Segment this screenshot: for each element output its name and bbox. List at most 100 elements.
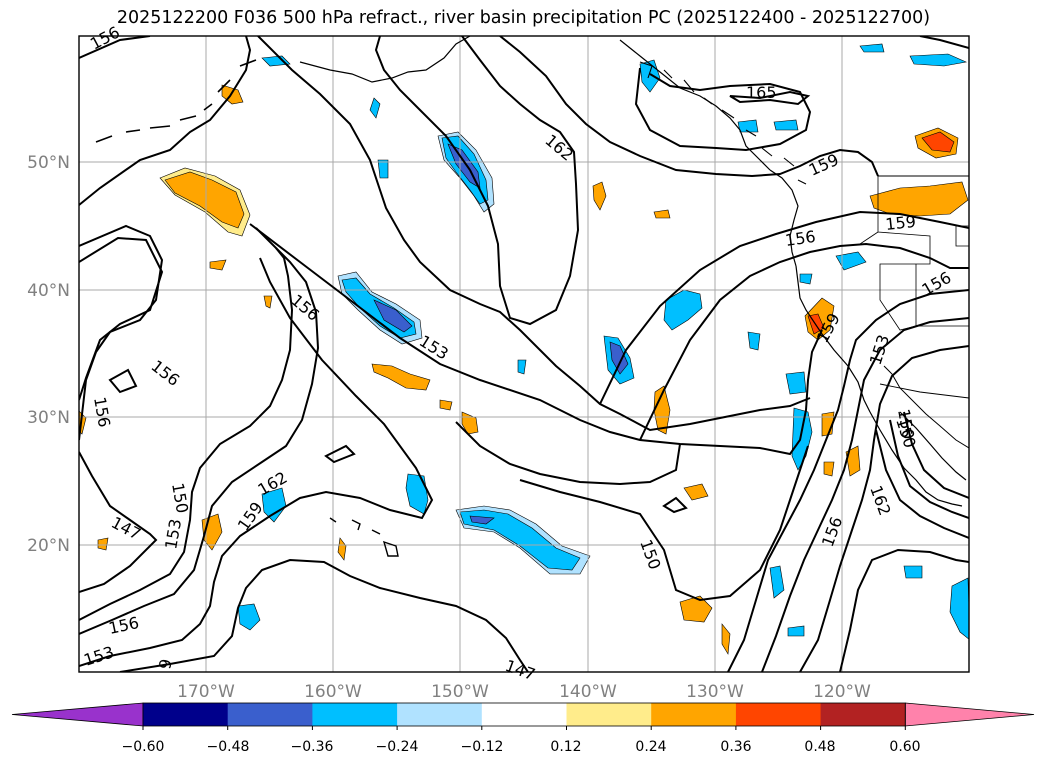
precip-blob-pos xyxy=(209,259,227,271)
contour-line xyxy=(119,558,529,672)
contour-line xyxy=(727,289,969,672)
colorbar-tick: 0.60 xyxy=(889,739,920,755)
lon-label-140w: 140°W xyxy=(559,682,617,702)
contour-line xyxy=(79,451,158,593)
precip-blob-pos xyxy=(679,595,713,623)
precip-blob-neg xyxy=(769,565,785,599)
latitude-labels: 50°N 40°N 30°N 20°N xyxy=(27,153,70,556)
colorbar-segment xyxy=(735,703,822,726)
contour-line xyxy=(79,257,434,667)
colorbar-segment xyxy=(820,703,906,726)
precip-blob-neg xyxy=(377,159,389,179)
contour-line xyxy=(761,317,969,672)
precip-blob-pos xyxy=(683,483,709,501)
lon-label-130w: 130°W xyxy=(686,682,744,702)
lon-label-120w: 120°W xyxy=(813,682,871,702)
precip-blob-neg xyxy=(909,53,968,67)
colorbar-outline xyxy=(142,702,906,727)
contour-line xyxy=(79,36,151,59)
lon-label-150w: 150°W xyxy=(431,682,489,702)
contour-line xyxy=(903,411,969,499)
colorbar-extend-left xyxy=(11,702,144,727)
precip-blob-neg xyxy=(903,565,923,579)
precip-blob-pos xyxy=(592,181,607,211)
precip-blob-neg xyxy=(737,119,759,133)
contour-line xyxy=(839,548,969,672)
colorbar-tick: 0.24 xyxy=(635,739,666,755)
colorbar-tick: −0.48 xyxy=(207,739,250,755)
precip-blob-pos xyxy=(721,623,731,655)
precip-blob-pos xyxy=(869,181,969,217)
precip-blob-neg xyxy=(459,509,581,571)
contour-line xyxy=(634,67,812,152)
precip-blob-neg xyxy=(785,371,807,395)
colorbar-tick-labels: −0.60 −0.48 −0.36 −0.24 −0.12 0.12 0.24 … xyxy=(122,739,921,755)
map-frame xyxy=(78,35,970,673)
colorbar-segment xyxy=(566,703,652,726)
contour-line xyxy=(79,36,252,206)
precip-blob-pos xyxy=(921,131,955,153)
precip-blob-neg xyxy=(663,289,703,331)
colorbar-tick: 0.36 xyxy=(720,739,751,755)
border-states xyxy=(859,176,969,331)
longitude-labels: 170°W 160°W 150°W 140°W 130°W 120°W xyxy=(177,682,871,702)
colorbar-segment xyxy=(227,703,313,726)
contour-line xyxy=(79,247,294,621)
contour-line xyxy=(799,345,969,672)
contour-line xyxy=(499,36,879,178)
colorbar-segment xyxy=(481,703,567,726)
precip-blob-neg xyxy=(835,251,867,271)
precip-blob-neg xyxy=(747,331,761,351)
colorbar-segment xyxy=(651,703,737,726)
lat-label-50n: 50°N xyxy=(27,153,70,173)
coastline-mexico-mainland xyxy=(883,365,969,449)
precip-blob-pos xyxy=(263,295,273,309)
contour-line xyxy=(662,496,688,514)
precip-blob-neg xyxy=(773,119,799,131)
colorbar-tick: −0.60 xyxy=(122,739,165,755)
chart-title: 2025122200 F036 500 hPa refract., river … xyxy=(116,8,931,28)
contour-label: 9 xyxy=(155,657,175,670)
refractivity-contours xyxy=(79,36,969,672)
precip-blob-neg xyxy=(237,603,261,631)
colorbar-extend-right xyxy=(904,702,1035,727)
precip-blob-neg xyxy=(261,487,287,523)
precip-blob-neg xyxy=(791,407,813,471)
precip-blob-neg xyxy=(517,359,527,375)
colorbar-segment xyxy=(143,703,229,726)
contour-line xyxy=(919,36,969,49)
colorbar-segment xyxy=(397,703,483,726)
precip-blob-pos xyxy=(653,209,671,219)
precip-blob-pos xyxy=(337,537,347,561)
contour-line xyxy=(889,419,969,519)
lat-label-30n: 30°N xyxy=(27,408,70,428)
precip-blob-neg xyxy=(787,625,805,637)
contour-line xyxy=(108,368,138,394)
precip-blob-neg xyxy=(469,515,495,525)
colorbar-tick: −0.12 xyxy=(461,739,504,755)
contour-line xyxy=(324,444,356,464)
lat-label-20n: 20°N xyxy=(27,536,70,556)
lat-label-40n: 40°N xyxy=(27,281,70,301)
precip-blob-neg xyxy=(949,577,969,640)
contour-line xyxy=(599,210,969,405)
colorbar-segments xyxy=(11,702,1035,730)
colorbar-tick: −0.24 xyxy=(376,739,419,755)
contour-line xyxy=(374,36,580,326)
colorbar: −0.60 −0.48 −0.36 −0.24 −0.12 0.12 0.24 … xyxy=(11,702,1035,755)
lon-label-170w: 170°W xyxy=(177,682,235,702)
contour-line xyxy=(639,242,969,441)
precip-blob-neg xyxy=(799,273,813,285)
map-area xyxy=(79,36,969,672)
precip-blob-pos xyxy=(823,461,835,477)
coastline-hawaii xyxy=(329,517,399,557)
coastline-alaska xyxy=(299,36,471,83)
precip-blob-pos xyxy=(164,171,245,229)
coastline-british-columbia xyxy=(769,169,799,267)
contour-line xyxy=(257,36,811,432)
colorbar-segment xyxy=(312,703,398,726)
contour-line xyxy=(519,445,809,602)
contour-label: 156 xyxy=(784,227,817,250)
coastline-southeast-alaska xyxy=(619,39,771,171)
